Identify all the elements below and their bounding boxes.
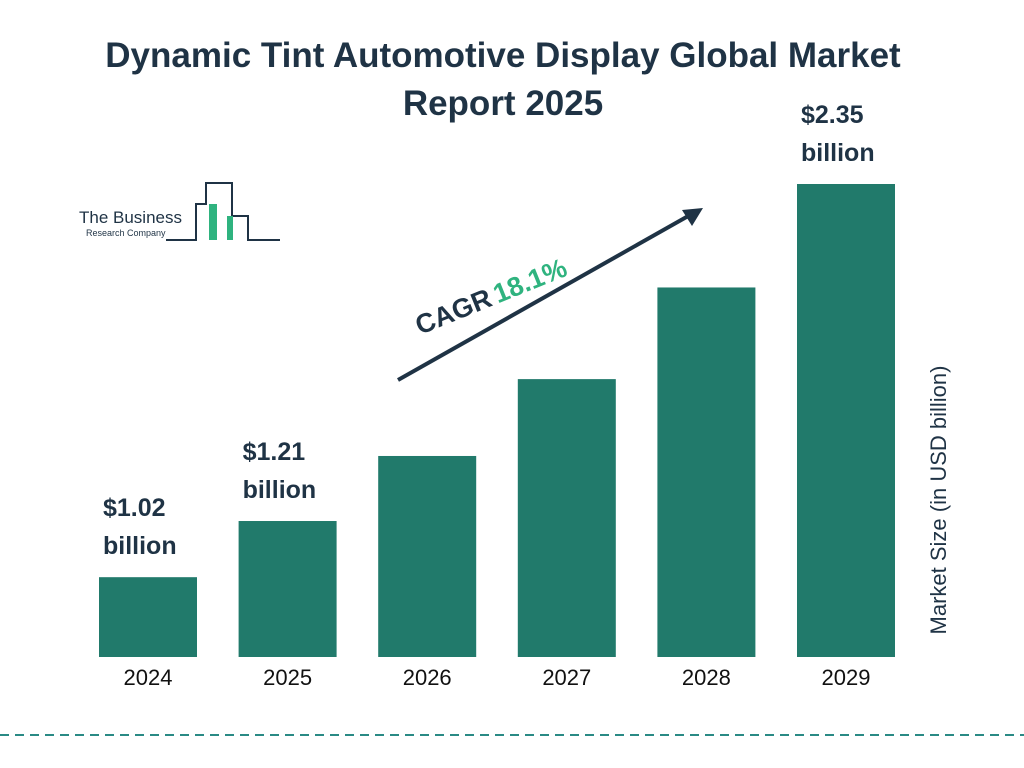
x-tick-label: 2029 — [822, 665, 871, 690]
x-tick-label: 2027 — [542, 665, 591, 690]
bar — [517, 379, 616, 657]
bar — [657, 287, 756, 657]
value-label: $1.02 billion — [103, 494, 177, 561]
cagr-arrowhead — [682, 208, 703, 226]
x-tick-label: 2024 — [124, 665, 173, 690]
x-tick-label: 2026 — [403, 665, 452, 690]
logo-text: The Business — [79, 208, 182, 227]
cagr-value: 18.1% — [489, 253, 571, 309]
logo: The Business Research Company — [79, 182, 280, 241]
x-tick-label: 2028 — [682, 665, 731, 690]
value-label: $1.21 billion — [242, 438, 317, 504]
bar — [378, 455, 477, 657]
chart-title: Dynamic Tint Automotive Display Global M… — [105, 36, 901, 123]
bar — [797, 184, 895, 657]
bar — [238, 521, 337, 657]
y-axis-label: Market Size (in USD billion) — [926, 366, 951, 635]
value-label: $2.35 billion — [801, 101, 875, 167]
x-tick-label: 2025 — [263, 665, 312, 690]
logo-subtext: Research Company — [86, 228, 166, 238]
cagr-arrow — [397, 213, 691, 382]
bar — [99, 577, 197, 657]
